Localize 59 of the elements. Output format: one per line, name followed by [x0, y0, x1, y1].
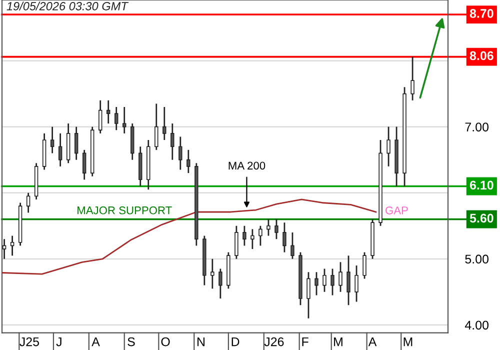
candlestick	[274, 218, 278, 240]
candlestick	[82, 149, 86, 180]
candlestick	[282, 222, 286, 253]
candlestick	[242, 225, 246, 246]
ref-line-label: 5.60	[470, 214, 494, 223]
candlestick	[170, 122, 174, 161]
candlestick	[98, 100, 102, 134]
candlestick	[306, 271, 310, 320]
x-tick-label: F	[302, 337, 308, 346]
x-tick-label: S	[128, 337, 135, 346]
ref-line-label: 8.06	[470, 51, 494, 60]
annotation: GAP	[386, 206, 408, 214]
x-tick-label: D	[232, 337, 240, 346]
candlestick	[258, 225, 262, 246]
candlestick	[26, 192, 30, 214]
y-tick-label: 5.00	[465, 254, 489, 264]
candlestick	[218, 268, 222, 300]
line-series	[2, 198, 377, 275]
candlestick	[154, 102, 158, 151]
candlestick	[354, 264, 358, 303]
candlestick	[74, 126, 78, 161]
candlestick	[162, 106, 166, 141]
candlestick	[186, 149, 190, 174]
x-tick-label: M	[404, 337, 412, 346]
candlestick	[2, 238, 6, 260]
annotation: MAJOR SUPPORT	[78, 206, 172, 214]
x-tick-label: N	[197, 337, 204, 346]
candlestick	[58, 132, 62, 168]
candlestick	[330, 268, 334, 296]
x-tick-label: O	[161, 337, 170, 346]
candlestick	[290, 232, 294, 260]
candlestick	[50, 126, 54, 154]
candlestick	[114, 106, 118, 131]
candlestick	[10, 235, 14, 256]
candlestick	[362, 252, 366, 280]
x-tick-label: M	[334, 337, 342, 346]
candlestick	[106, 100, 110, 124]
x-tick-label: J	[56, 337, 62, 346]
x-tick-label: A	[92, 337, 100, 346]
ref-line-label: 6.10	[470, 180, 494, 190]
annotation: 19/05/2026 03:30 GMT	[6, 2, 129, 10]
y-tick-label: 7.00	[465, 122, 489, 132]
candlestick	[210, 258, 214, 290]
x-tick-label: J25	[20, 337, 39, 346]
x-tick-label: A	[368, 337, 377, 346]
candlestick	[122, 106, 126, 134]
candlestick	[338, 261, 342, 293]
candlestick	[314, 271, 318, 296]
y-tick-label: 4.00	[464, 320, 489, 330]
candlestick	[322, 268, 326, 293]
candlestick	[250, 228, 254, 250]
candlestick	[266, 218, 270, 236]
candlestick	[410, 56, 414, 102]
candlestick	[234, 225, 238, 260]
annotation: MA 200	[228, 162, 266, 170]
candlestick	[346, 254, 350, 306]
candlestick	[178, 136, 182, 170]
candlestick	[386, 126, 390, 168]
ref-line-label: 8.70	[470, 9, 494, 18]
